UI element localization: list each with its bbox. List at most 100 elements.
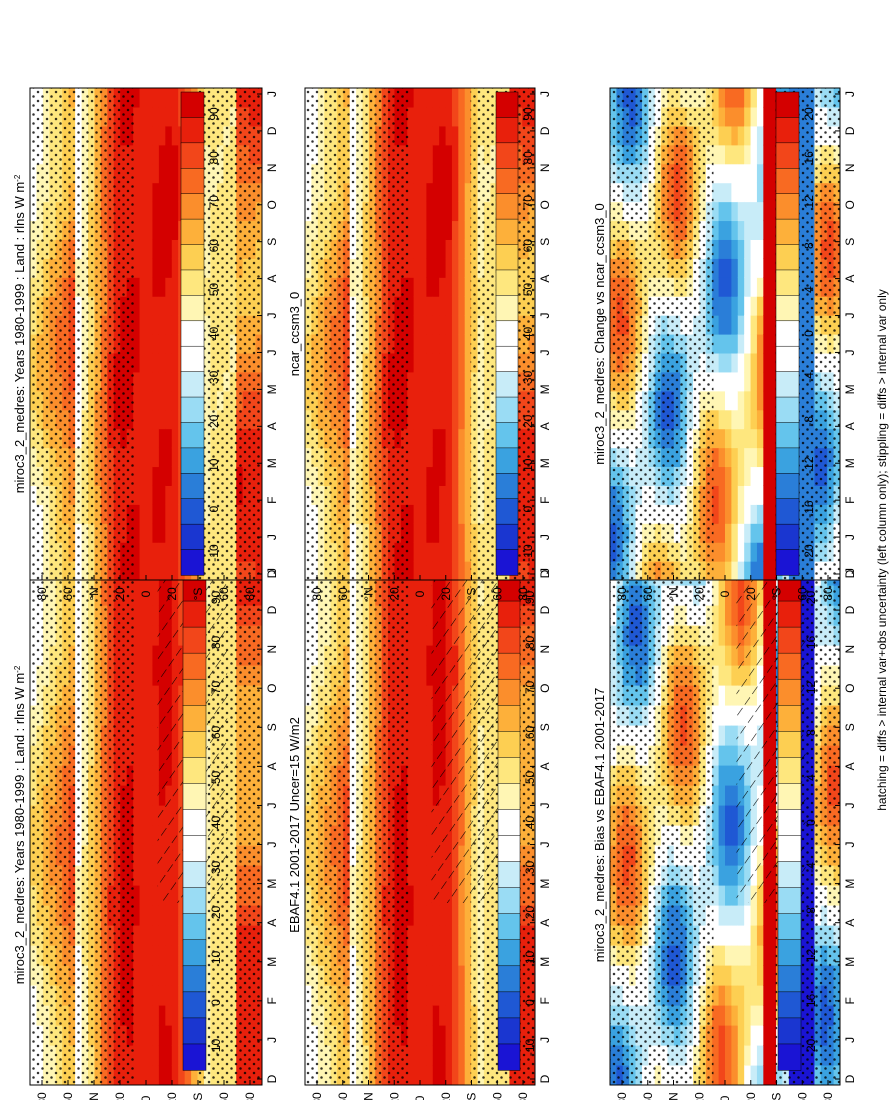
heatmap-cell — [413, 88, 421, 108]
heatmap-cell — [146, 745, 154, 766]
lat-tick-label: 20 — [113, 1092, 127, 1100]
heatmap-cell — [464, 485, 472, 505]
heatmap-cell — [413, 485, 421, 505]
heatmap-cell — [178, 1025, 186, 1046]
colorbar-swatch — [777, 965, 802, 993]
heatmap-cell — [171, 201, 179, 222]
heatmap-cell — [458, 220, 466, 240]
heatmap-cell — [750, 945, 758, 966]
month-tick-label: A — [843, 762, 857, 770]
heatmap-cell — [158, 466, 166, 486]
lat-tick-label: °N — [87, 587, 101, 600]
heatmap-cell — [426, 542, 434, 562]
heatmap-cell — [420, 428, 427, 449]
colorbar-swatch — [182, 600, 207, 628]
heatmap-cell — [432, 125, 440, 146]
heatmap-cell — [165, 315, 173, 335]
lat-tick-label: °N — [667, 1092, 681, 1100]
heatmap-cell — [133, 665, 141, 686]
heatmap-cell — [712, 965, 720, 986]
heatmap-cell — [464, 447, 472, 468]
colorbar-tick-label: 80 — [523, 636, 537, 650]
heatmap-cell — [171, 106, 179, 127]
heatmap-cell — [451, 925, 459, 946]
heatmap-cell — [432, 1045, 440, 1066]
colorbar-tick-label: 0 — [804, 819, 818, 826]
heatmap-cell — [451, 125, 459, 146]
heatmap-cell — [464, 542, 472, 562]
heatmap-cell — [426, 447, 434, 468]
heatmap-cell — [426, 315, 434, 335]
colorbar-swatch — [497, 678, 521, 706]
colorbar-tick-label: 60 — [209, 726, 223, 740]
heatmap-cell — [712, 705, 720, 726]
heatmap-cell — [413, 905, 421, 926]
colorbar-tick-label: 80 — [207, 151, 221, 165]
colorbar-swatch — [777, 757, 802, 785]
heatmap-cell — [139, 447, 147, 468]
colorbar-swatch — [495, 371, 519, 398]
heatmap-cell — [133, 825, 141, 846]
heatmap-cell — [165, 428, 173, 449]
heatmap-cell — [407, 665, 415, 686]
heatmap-cell — [420, 845, 427, 866]
heatmap-cell — [426, 239, 434, 259]
heatmap-cell — [420, 201, 427, 222]
colorbar-swatch — [182, 652, 207, 680]
heatmap-cell — [451, 1065, 459, 1085]
heatmap-cell — [152, 390, 160, 411]
heatmap-cell — [139, 645, 147, 666]
lat-tick-label: 0 — [139, 1095, 153, 1100]
colorbar-swatch — [495, 345, 519, 373]
heatmap-cell — [152, 504, 160, 524]
heatmap-cell — [413, 239, 421, 259]
heatmap-cell — [458, 163, 466, 184]
heatmap-cell — [737, 985, 745, 1006]
month-tick-label: N — [538, 164, 552, 173]
heatmap-cell — [133, 315, 141, 335]
heatmap-cell — [146, 523, 154, 543]
colorbar-swatch — [497, 887, 521, 915]
heatmap-cell — [769, 985, 777, 1006]
heatmap-cell — [158, 1025, 166, 1046]
heatmap-cell — [464, 905, 472, 926]
heatmap-cell — [146, 296, 154, 316]
heatmap-cell — [165, 542, 173, 562]
colorbar-swatch — [497, 783, 521, 811]
month-tick-label: J — [265, 568, 279, 574]
heatmap-cell — [139, 1065, 147, 1085]
month-tick-label: F — [265, 496, 279, 503]
colorbar-swatch — [180, 447, 205, 474]
month-tick-label: O — [265, 684, 279, 693]
panel-3: 80 60 °N 20 0 20 °S 60 80DJFMAMJJASONDJncar_ccsm… — [287, 87, 552, 601]
heatmap-cell — [171, 561, 179, 580]
heatmap-cell — [171, 428, 179, 449]
heatmap-cell — [165, 201, 173, 222]
heatmap-cell — [432, 1065, 440, 1085]
lat-tick-label: 80 — [516, 1092, 530, 1100]
heatmap-cell — [171, 466, 179, 486]
month-tick-label: J — [265, 349, 279, 355]
heatmap-cell — [420, 585, 427, 606]
heatmap-cell — [165, 352, 173, 373]
heatmap-cell — [458, 561, 466, 580]
heatmap-cell — [432, 1005, 440, 1026]
heatmap-cell — [731, 865, 739, 886]
heatmap-cell — [184, 1065, 192, 1085]
heatmap-cell — [432, 315, 440, 335]
heatmap-cell — [407, 685, 415, 706]
month-tick-label: D — [538, 605, 552, 614]
heatmap-cell — [439, 315, 447, 335]
heatmap-cell — [731, 1065, 739, 1085]
heatmap-cell — [152, 945, 160, 966]
heatmap-cell — [158, 163, 166, 184]
heatmap-cell — [152, 409, 160, 430]
colorbar-swatch — [777, 678, 802, 706]
heatmap-cell — [451, 163, 459, 184]
colorbar-swatch — [497, 626, 521, 654]
heatmap-cell — [139, 665, 147, 686]
heatmap-cell — [139, 239, 147, 259]
heatmap-cell — [413, 605, 421, 626]
heatmap-cell — [420, 1025, 427, 1046]
